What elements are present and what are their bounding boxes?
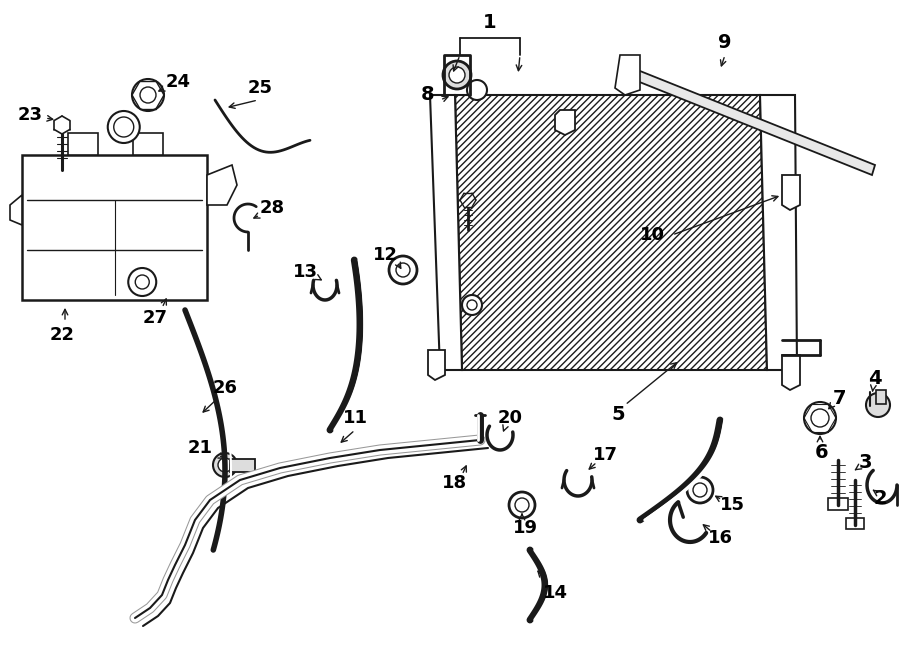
Circle shape: [811, 409, 829, 427]
Circle shape: [389, 256, 417, 284]
Text: 5: 5: [611, 406, 625, 424]
Circle shape: [467, 300, 477, 310]
Polygon shape: [430, 95, 462, 370]
Bar: [22, 155, 207, 300]
Text: 19: 19: [512, 519, 537, 537]
Text: 8: 8: [421, 85, 435, 105]
Text: 11: 11: [343, 409, 367, 427]
Text: 21: 21: [187, 439, 212, 457]
Text: 26: 26: [212, 379, 238, 397]
Polygon shape: [10, 195, 22, 225]
Circle shape: [866, 393, 890, 417]
Circle shape: [687, 477, 713, 503]
Circle shape: [213, 453, 237, 477]
Text: 16: 16: [707, 529, 733, 547]
Text: 25: 25: [248, 79, 273, 97]
Text: 27: 27: [142, 309, 167, 327]
Circle shape: [396, 263, 410, 277]
Bar: [876, 390, 886, 404]
Text: 13: 13: [292, 263, 318, 281]
Bar: [68, 133, 98, 155]
Text: 22: 22: [50, 326, 75, 344]
Polygon shape: [207, 165, 237, 205]
Circle shape: [515, 498, 529, 512]
Bar: [846, 518, 864, 529]
Text: 7: 7: [833, 389, 847, 408]
Circle shape: [132, 79, 164, 111]
Bar: [828, 498, 848, 510]
Text: 15: 15: [719, 496, 744, 514]
Text: 28: 28: [259, 199, 284, 217]
Polygon shape: [782, 355, 800, 390]
Polygon shape: [615, 55, 640, 95]
Circle shape: [443, 61, 471, 89]
Circle shape: [693, 483, 707, 497]
Bar: [133, 133, 163, 155]
Text: 9: 9: [718, 32, 732, 52]
Text: 3: 3: [859, 453, 872, 471]
Circle shape: [804, 402, 836, 434]
Circle shape: [108, 111, 140, 143]
Text: 1: 1: [483, 13, 497, 32]
Circle shape: [509, 492, 535, 518]
Circle shape: [218, 458, 232, 472]
Polygon shape: [455, 95, 767, 370]
Text: 4: 4: [868, 369, 882, 387]
Text: 23: 23: [17, 106, 42, 124]
Text: 14: 14: [543, 584, 568, 602]
Polygon shape: [760, 95, 797, 370]
Text: 17: 17: [592, 446, 617, 464]
Circle shape: [467, 80, 487, 100]
Text: 10: 10: [640, 226, 664, 244]
Text: 24: 24: [166, 73, 191, 91]
Circle shape: [135, 275, 149, 289]
Text: 18: 18: [443, 474, 468, 492]
Circle shape: [128, 268, 157, 296]
Polygon shape: [555, 110, 575, 135]
Circle shape: [462, 295, 482, 315]
Circle shape: [113, 117, 134, 137]
Text: 2: 2: [873, 489, 886, 508]
Polygon shape: [428, 350, 445, 380]
Text: 12: 12: [373, 246, 398, 264]
Circle shape: [140, 87, 156, 103]
Bar: [230, 459, 255, 472]
Text: 20: 20: [498, 409, 523, 427]
Polygon shape: [622, 65, 875, 175]
Text: 6: 6: [815, 442, 829, 461]
Circle shape: [449, 67, 465, 83]
Polygon shape: [782, 175, 800, 210]
